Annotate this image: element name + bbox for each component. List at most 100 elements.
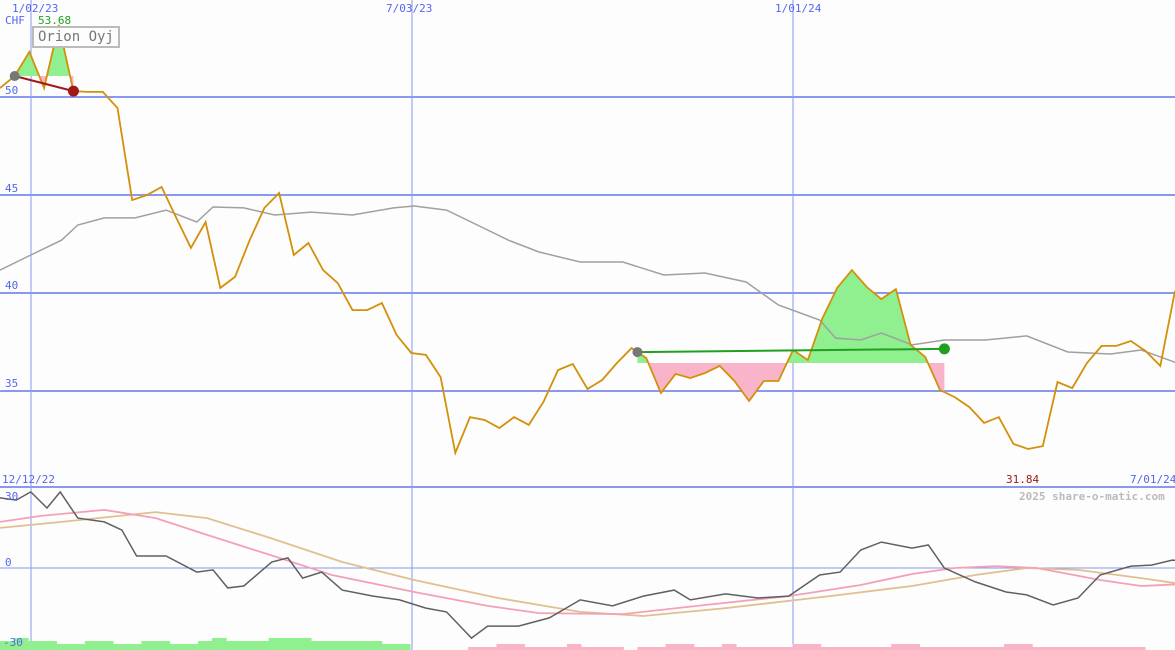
max-label: 53.68 xyxy=(38,14,72,27)
volume-bar-down xyxy=(736,647,751,650)
volume-bar-up xyxy=(113,644,128,650)
signal-fill-down xyxy=(637,362,945,401)
signal-end-marker xyxy=(67,85,79,97)
end-date-label: 7/01/24 xyxy=(1130,473,1175,486)
volume-bar-up xyxy=(325,641,340,650)
volume-bar-up xyxy=(183,644,199,650)
volume-bar-down xyxy=(750,647,765,650)
volume-bar-down xyxy=(609,647,624,650)
min-label: 31.84 xyxy=(1006,473,1040,486)
volume-bar-up xyxy=(296,638,312,650)
volume-bar-down xyxy=(1116,647,1132,650)
volume-bar-down xyxy=(693,647,709,650)
volume-bar-down xyxy=(468,647,483,650)
volume-bar-up xyxy=(212,638,227,650)
watermark: 2025 share-o-matic.com xyxy=(1019,490,1165,503)
volume-bar-up xyxy=(367,641,383,650)
volume-bar-down xyxy=(1032,647,1047,650)
volume-bar-down xyxy=(637,647,652,650)
volume-bar-down xyxy=(510,644,526,650)
signal-start-marker xyxy=(632,347,643,358)
price-line xyxy=(0,24,1175,457)
moving-average-line xyxy=(0,205,1175,364)
volume-bar-down xyxy=(1088,647,1104,650)
volume-bar-up xyxy=(226,641,241,650)
chart-title: Orion Oyj xyxy=(32,26,120,48)
volume-bar-up xyxy=(42,641,58,650)
volume-bar-up xyxy=(339,641,354,650)
volume-bar-down xyxy=(1060,647,1075,650)
y-tick-label: 45 xyxy=(5,182,19,195)
volume-bar-down xyxy=(665,644,681,650)
osc-slow-line xyxy=(0,511,1175,617)
volume-bar-down xyxy=(975,647,991,650)
volume-bar-down xyxy=(1004,644,1019,650)
volume-bar-down xyxy=(806,644,822,650)
volume-bar-down xyxy=(947,647,963,650)
volume-bar-down xyxy=(891,644,906,650)
volume-bar-down xyxy=(595,647,610,650)
volume-bar-up xyxy=(84,641,100,650)
volume-bar-up xyxy=(28,641,43,650)
volume-bar-down xyxy=(1074,647,1090,650)
volume-bar-down xyxy=(933,647,949,650)
volume-bar-down xyxy=(820,647,836,650)
osc-tick-label: 30 xyxy=(5,490,19,503)
volume-bar-down xyxy=(1046,647,1061,650)
volume-bar-up xyxy=(311,641,326,650)
volume-bar-up xyxy=(395,644,411,650)
x-tick-label: 1/01/24 xyxy=(775,2,822,15)
volume-bar-down xyxy=(989,647,1005,650)
volume-bar-down xyxy=(722,644,737,650)
volume-bar-up xyxy=(56,644,72,650)
signal-trend-line xyxy=(637,347,945,354)
osc-momentum-line xyxy=(0,490,1175,640)
volume-bar-up xyxy=(169,644,185,650)
volume-bar-down xyxy=(496,644,511,650)
volume-bar-up xyxy=(282,638,298,650)
volume-bar-down xyxy=(905,644,920,650)
volume-bar-down xyxy=(566,644,582,650)
y-tick-label: 40 xyxy=(5,279,19,292)
volume-bar-up xyxy=(254,641,270,650)
volume-bar-down xyxy=(792,644,808,650)
volume-bar-down xyxy=(581,647,596,650)
volume-bar-down xyxy=(538,647,554,650)
volume-bar-down xyxy=(764,647,779,650)
x-tick-label: 1/02/23 xyxy=(12,2,59,15)
volume-bar-up xyxy=(353,641,369,650)
volume-bar-up xyxy=(240,641,255,650)
volume-bar-down xyxy=(919,647,934,650)
signal-fill-up xyxy=(637,270,945,363)
volume-bar-up xyxy=(155,641,171,650)
osc-tick-label: -30 xyxy=(3,636,23,649)
volume-bar-down xyxy=(552,647,568,650)
volume-bar-up xyxy=(381,644,397,650)
volume-bar-up xyxy=(98,641,114,650)
signal-trend-line xyxy=(14,75,74,93)
volume-bar-down xyxy=(524,647,540,650)
signal-start-marker xyxy=(9,71,20,82)
volume-bar-down xyxy=(1018,644,1033,650)
y-tick-label: 50 xyxy=(5,84,19,97)
volume-bar-down xyxy=(707,647,723,650)
volume-bar-up xyxy=(141,641,157,650)
currency-label: CHF xyxy=(5,14,25,27)
volume-bar-up xyxy=(0,641,15,650)
volume-bar-up xyxy=(197,641,213,650)
volume-bar-down xyxy=(651,647,667,650)
volume-bar-up xyxy=(14,638,29,650)
osc-fast-line xyxy=(0,508,1175,616)
x-tick-label: 7/03/23 xyxy=(386,2,433,15)
signal-end-marker xyxy=(938,343,950,355)
volume-bar-down xyxy=(877,647,892,650)
osc-tick-label: 0 xyxy=(5,556,12,569)
volume-bar-down xyxy=(863,647,878,650)
volume-bar-down xyxy=(679,644,695,650)
volume-bar-up xyxy=(70,644,86,650)
volume-bar-down xyxy=(834,647,850,650)
volume-bar-down xyxy=(1102,647,1118,650)
volume-bar-down xyxy=(482,647,497,650)
